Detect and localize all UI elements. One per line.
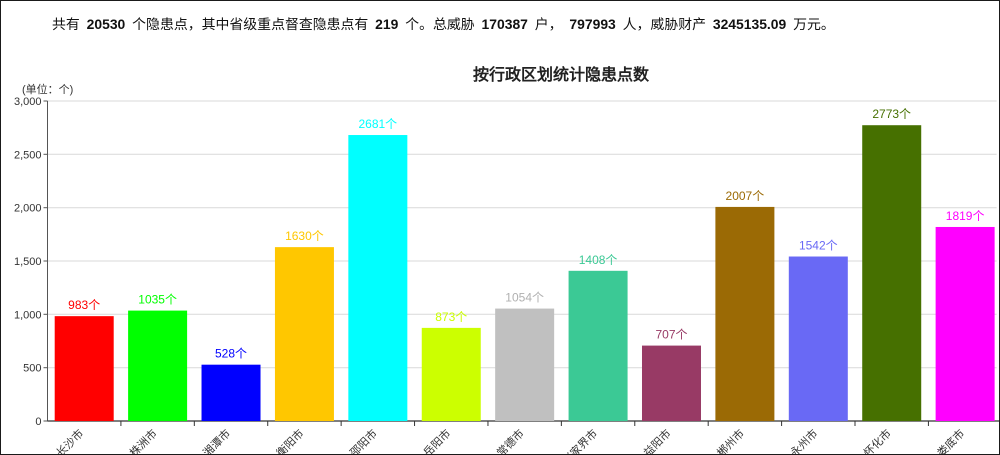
svg-text:2007个: 2007个	[726, 189, 765, 203]
svg-text:1819个: 1819个	[946, 209, 985, 223]
svg-text:1,000: 1,000	[14, 309, 42, 321]
svg-text:益阳市: 益阳市	[640, 426, 673, 455]
svg-text:邵阳市: 邵阳市	[347, 426, 380, 455]
svg-text:873个: 873个	[435, 310, 467, 324]
svg-text:528个: 528个	[215, 347, 247, 361]
svg-text:永州市: 永州市	[787, 426, 820, 455]
svg-text:娄底市: 娄底市	[934, 426, 967, 455]
svg-text:岳阳市: 岳阳市	[420, 426, 453, 455]
svg-text:1,500: 1,500	[14, 256, 42, 268]
svg-text:2,500: 2,500	[14, 149, 42, 161]
svg-text:张家界市: 张家界市	[559, 426, 600, 455]
svg-text:1408个: 1408个	[579, 253, 618, 267]
svg-text:1630个: 1630个	[285, 229, 324, 243]
svg-text:2681个: 2681个	[358, 117, 397, 131]
svg-text:3,000: 3,000	[14, 96, 42, 108]
svg-text:1542个: 1542个	[799, 239, 838, 253]
svg-text:常德市: 常德市	[494, 426, 527, 455]
svg-text:2,000: 2,000	[14, 203, 42, 215]
svg-text:郴州市: 郴州市	[714, 426, 747, 455]
svg-text:长沙市: 长沙市	[53, 426, 86, 455]
svg-text:2773个: 2773个	[872, 107, 911, 121]
svg-text:0: 0	[35, 416, 41, 428]
svg-text:株洲市: 株洲市	[127, 426, 160, 455]
svg-text:983个: 983个	[68, 298, 100, 312]
svg-text:衡阳市: 衡阳市	[273, 426, 306, 455]
svg-text:怀化市: 怀化市	[861, 426, 894, 455]
svg-text:1054个: 1054个	[505, 291, 544, 305]
svg-text:1035个: 1035个	[138, 293, 177, 307]
svg-text:500: 500	[23, 363, 41, 375]
svg-text:湘潭市: 湘潭市	[200, 426, 233, 455]
svg-text:707个: 707个	[655, 328, 687, 342]
